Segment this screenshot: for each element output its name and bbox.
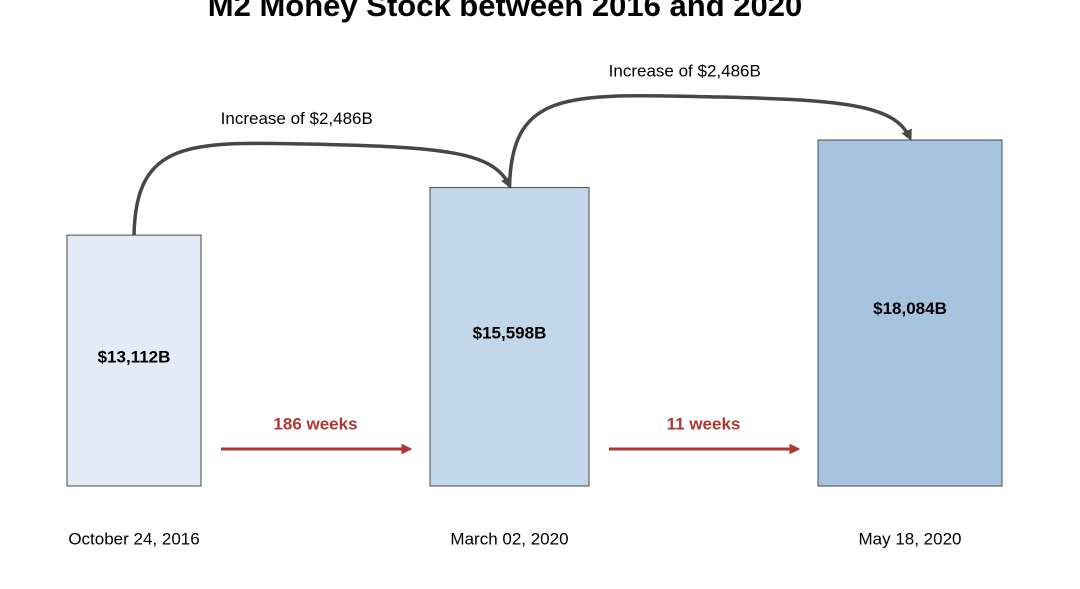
increase-arcs-layer: Increase of $2,486B Increase of $2,486B (132, 61, 912, 236)
increase-label-2: Increase of $2,486B (609, 61, 761, 80)
bar-1 (66, 234, 202, 487)
category-label-1: October 24, 2016 (68, 529, 199, 548)
chart-title: M2 Money Stock between 2016 and 2020 (207, 0, 803, 23)
increase-arc-2 (507, 93, 912, 188)
increase-arc-1 (132, 141, 512, 236)
bar-value-label-1: $13,112B (98, 348, 171, 367)
interval-label-2: 11 weeks (667, 414, 741, 433)
bar-value-label-3: $18,084B (873, 299, 947, 318)
bar-3 (817, 139, 1003, 487)
bar-2 (429, 187, 590, 487)
increase-label-1: Increase of $2,486B (221, 109, 373, 128)
interval-arrows-layer: 186 weeks 11 weeks (221, 414, 801, 455)
bars-layer: $13,112B October 24, 2016 $15,598B March 02… (66, 139, 1003, 548)
category-label-3: May 18, 2020 (858, 529, 961, 548)
category-label-2: March 02, 2020 (450, 529, 568, 548)
interval-label-1: 186 weeks (273, 414, 357, 433)
bar-value-label-2: $15,598B (473, 323, 547, 342)
